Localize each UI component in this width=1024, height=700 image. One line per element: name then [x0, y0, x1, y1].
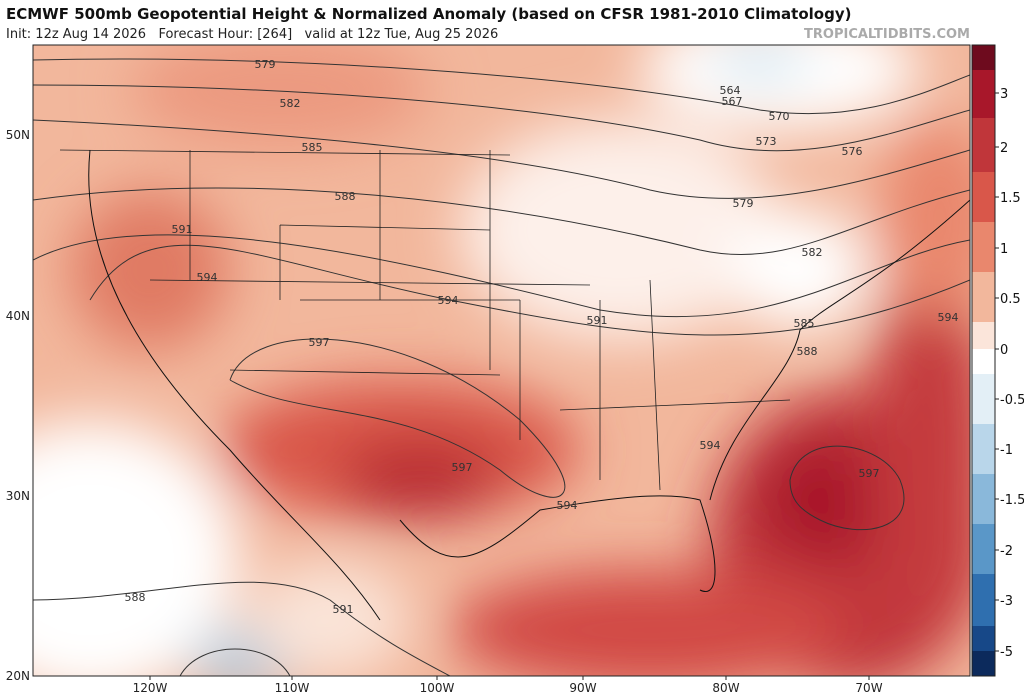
- lon-label: 70W: [855, 681, 882, 695]
- contour-label: 588: [125, 591, 146, 604]
- title: ECMWF 500mb Geopotential Height & Normal…: [6, 5, 851, 23]
- lon-label: 100W: [420, 681, 455, 695]
- contour-label: 594: [700, 439, 721, 452]
- lat-label: 50N: [6, 128, 30, 142]
- colorbar-label: 1: [1000, 242, 1008, 257]
- colorbar-label: -1.5: [1000, 493, 1024, 508]
- colorbar-label: -3: [1000, 594, 1013, 609]
- contour-label: 597: [452, 461, 473, 474]
- contour-label: 591: [333, 603, 354, 616]
- colorbar-label: 0: [1000, 343, 1008, 358]
- colorbar: [971, 44, 996, 677]
- colorbar-label: -1: [1000, 443, 1013, 458]
- contour-label: 564: [720, 84, 741, 97]
- contour-label: 588: [335, 190, 356, 203]
- colorbar-label: -2: [1000, 544, 1013, 559]
- contour-label: 594: [438, 294, 459, 307]
- colorbar-label: 0.5: [1000, 292, 1021, 307]
- contour-label: 591: [172, 223, 193, 236]
- contour-label: 591: [587, 314, 608, 327]
- colorbar-label: 3: [1000, 87, 1008, 102]
- credit: TROPICALTIDBITS.COM: [804, 27, 970, 42]
- lat-label: 20N: [6, 669, 30, 683]
- map: [33, 45, 970, 676]
- lon-label: 120W: [133, 681, 168, 695]
- contour-label: 585: [302, 141, 323, 154]
- contour-label: 579: [733, 197, 754, 210]
- contour-label: 588: [797, 345, 818, 358]
- contour-label: 594: [557, 499, 578, 512]
- lon-label: 110W: [275, 681, 310, 695]
- map-frame: [32, 44, 971, 677]
- contour-label: 597: [309, 336, 330, 349]
- contour-label: 594: [938, 311, 959, 324]
- lon-label: 80W: [712, 681, 739, 695]
- lat-label: 30N: [6, 489, 30, 503]
- contour-label: 579: [255, 58, 276, 71]
- contour-label: 594: [197, 271, 218, 284]
- colorbar-label: 1.5: [1000, 191, 1021, 206]
- lat-label: 40N: [6, 309, 30, 323]
- subtitle: Init: 12z Aug 14 2026 Forecast Hour: [26…: [6, 27, 498, 42]
- lon-label: 90W: [569, 681, 596, 695]
- colorbar-label: 2: [1000, 141, 1008, 156]
- contour-label: 570: [769, 110, 790, 123]
- contour-label: 582: [802, 246, 823, 259]
- contour-label: 585: [794, 317, 815, 330]
- contour-label: 576: [842, 145, 863, 158]
- contour-label: 567: [722, 95, 743, 108]
- contour-label: 582: [280, 97, 301, 110]
- contour-label: 597: [859, 467, 880, 480]
- colorbar-label: -0.5: [1000, 393, 1024, 408]
- contour-label: 573: [756, 135, 777, 148]
- colorbar-label: -5: [1000, 645, 1013, 660]
